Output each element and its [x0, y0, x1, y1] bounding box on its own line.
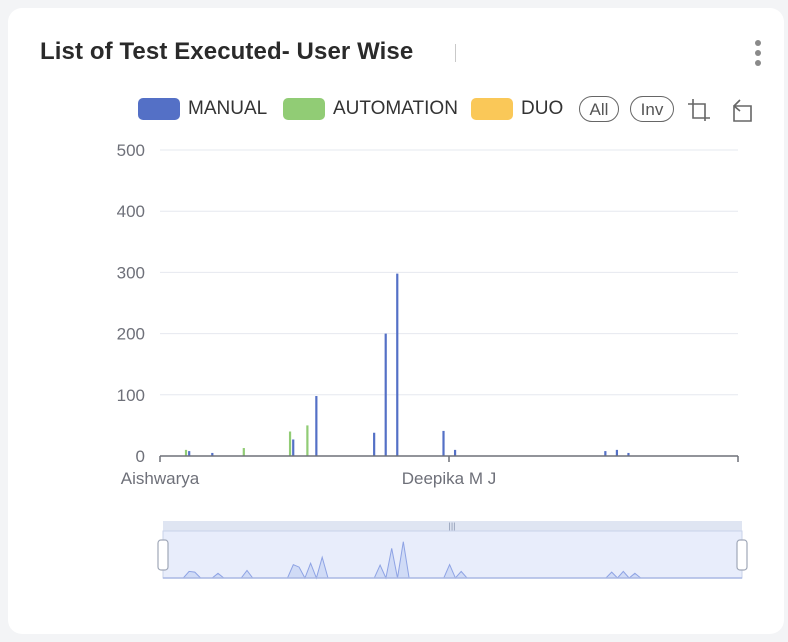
bar-manual [442, 430, 445, 456]
chart-title: List of Test Executed- User Wise [40, 38, 414, 65]
bar-manual [315, 396, 318, 456]
x-tick-label: Deepika M J [402, 469, 496, 488]
zoom-select-icon[interactable] [686, 97, 712, 123]
more-menu-icon[interactable] [746, 38, 770, 68]
zoom-grip-icon: ||| [448, 521, 455, 531]
bar-manual [211, 452, 214, 456]
x-tick-label: Aishwarya [121, 469, 200, 488]
inverse-select-button[interactable]: Inv [630, 96, 674, 122]
y-tick-label: 300 [117, 263, 145, 282]
bar-manual [627, 452, 630, 456]
legend-item-manual[interactable]: MANUAL [138, 98, 278, 120]
zoom-slider-top-bar[interactable] [163, 521, 742, 531]
y-tick-label: 0 [136, 447, 145, 466]
legend-item-automation[interactable]: AUTOMATION [283, 98, 468, 120]
zoom-handle-left[interactable] [157, 539, 169, 571]
legend-item-duo[interactable]: DUO [471, 98, 571, 120]
zoom-handle-right[interactable] [736, 539, 748, 571]
legend-label-duo: DUO [521, 98, 564, 119]
bars [184, 273, 630, 456]
bar-automation [242, 448, 245, 456]
legend-swatch-duo [471, 98, 513, 120]
x-axis: Aishwarya Deepika M J [121, 455, 739, 488]
bar-automation [288, 431, 292, 456]
y-tick-label: 400 [117, 202, 145, 221]
data-zoom-slider[interactable]: ||| [157, 521, 748, 580]
bar-manual [396, 273, 399, 456]
legend-swatch-manual [138, 98, 180, 120]
y-tick-label: 500 [117, 141, 145, 160]
legend-label-automation: AUTOMATION [333, 98, 458, 119]
y-tick-label: 100 [117, 386, 145, 405]
bar-manual [615, 449, 619, 456]
select-all-button[interactable]: All [579, 96, 619, 122]
bar-automation [184, 449, 188, 456]
y-tick-label: 200 [117, 325, 145, 344]
grid-lines [160, 149, 738, 396]
bar-automation [306, 425, 309, 456]
bar-manual [188, 451, 191, 456]
legend-swatch-automation [283, 98, 325, 120]
bar-manual [384, 333, 387, 456]
y-axis: 0 100 200 300 400 500 [117, 141, 145, 466]
bar-manual [292, 439, 295, 456]
zoom-reset-icon[interactable] [730, 97, 756, 123]
legend-label-manual: MANUAL [188, 98, 268, 119]
text-cursor [455, 44, 456, 62]
bar-manual [373, 432, 376, 456]
bar-manual [604, 451, 607, 456]
bar-manual [453, 449, 457, 456]
